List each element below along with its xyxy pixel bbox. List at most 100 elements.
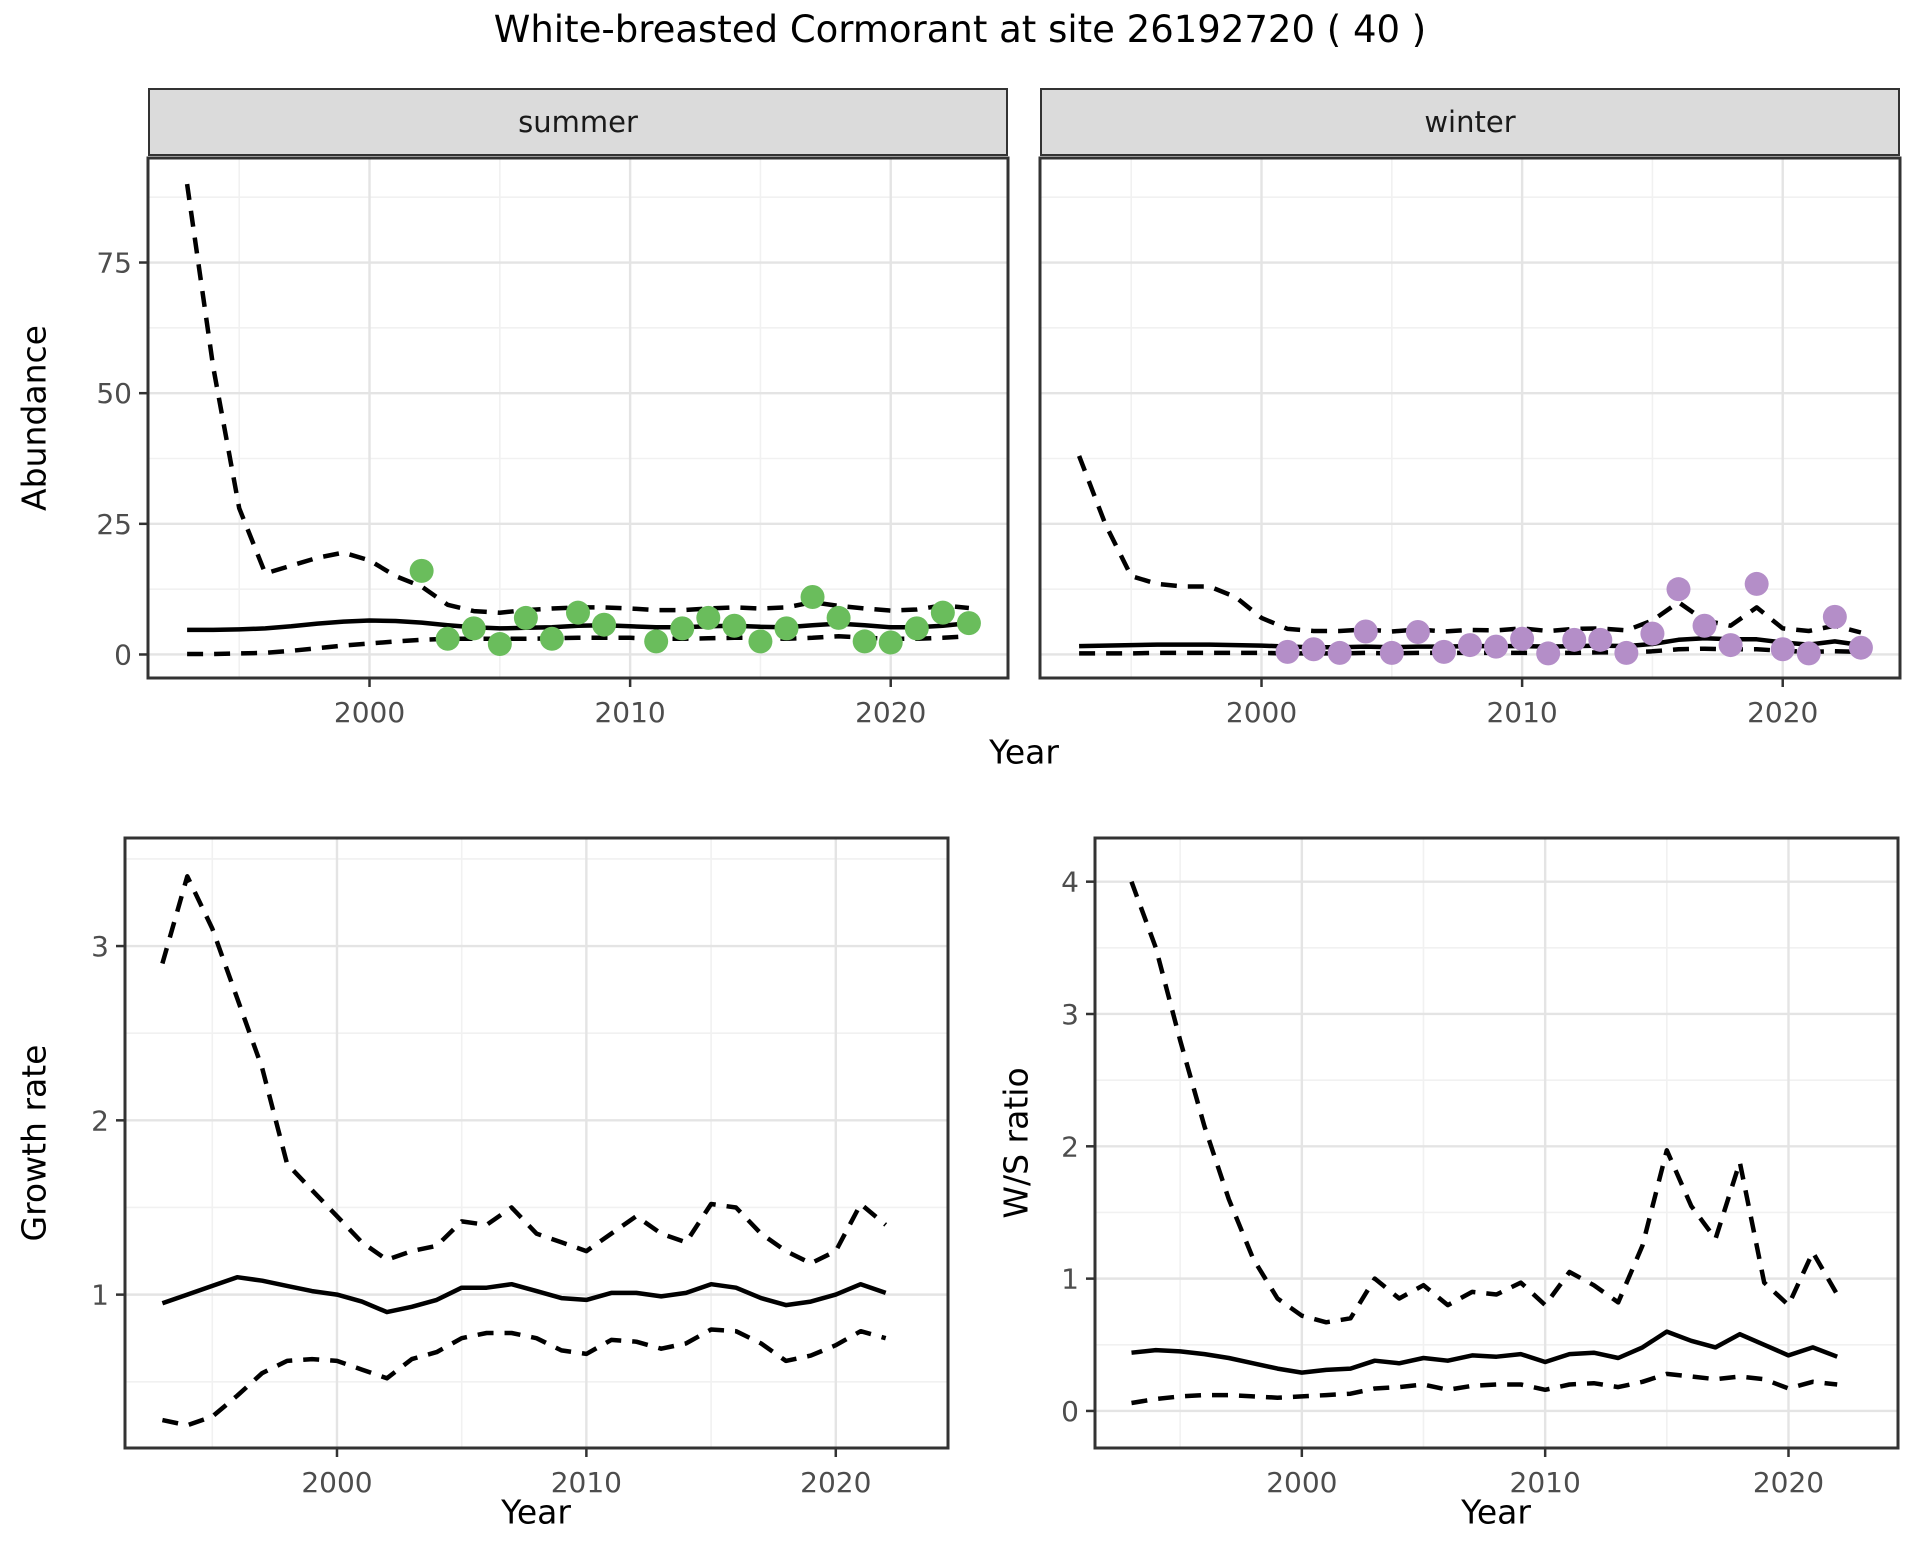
- x-axis-title-year-growth: Year: [501, 1492, 571, 1532]
- data-point-observed-counts-winter: [1744, 571, 1769, 596]
- x-tick-label: 2000: [334, 696, 405, 729]
- x-tick-label: 2010: [594, 696, 665, 729]
- page-title: White-breasted Cormorant at site 2619272…: [493, 8, 1427, 51]
- data-point-observed-counts-summer: [826, 605, 851, 630]
- data-point-observed-counts-winter: [1588, 627, 1613, 652]
- data-point-observed-counts-winter: [1353, 619, 1378, 644]
- data-point-observed-counts-winter: [1301, 637, 1326, 662]
- facet-label-summer: summer: [518, 105, 638, 139]
- y-axis-title-ws-ratio: W/S ratio: [996, 1067, 1036, 1219]
- y-tick-label: 1: [1061, 1263, 1079, 1296]
- panel-ws-ratio: 2000 2010 2020 0 1 2 3 4: [1015, 828, 1912, 1514]
- y-tick-label: 1: [91, 1279, 109, 1312]
- x-tick-label: 2010: [1510, 1466, 1581, 1499]
- data-point-observed-counts-winter: [1770, 637, 1795, 662]
- series-upper_95ci: [1076, 455, 1862, 635]
- series-mean: [161, 1274, 887, 1315]
- panel-border: [1093, 836, 1900, 1450]
- growth-rate-svg: 2000 2010 2020 1 2 3: [91, 836, 950, 1499]
- data-point-observed-counts-winter: [1510, 626, 1535, 651]
- y-tick-label: 3: [91, 930, 109, 963]
- series-upper_95ci: [160, 874, 888, 1266]
- y-tick-label: 0: [1061, 1395, 1079, 1428]
- data-point-observed-counts-summer: [566, 600, 590, 625]
- x-tick-label: 2020: [800, 1466, 871, 1499]
- y-axis-title-growth-rate: Growth rate: [14, 1044, 54, 1242]
- y-tick-label: 3: [1061, 998, 1079, 1031]
- data-point-observed-counts-winter: [1327, 640, 1352, 665]
- data-point-observed-counts-summer: [800, 584, 825, 609]
- data-point-observed-counts-winter: [1562, 627, 1587, 652]
- facet-strip-summer: summer: [148, 88, 1008, 156]
- data-point-observed-counts-summer: [461, 616, 486, 641]
- data-point-observed-counts-summer: [696, 605, 721, 630]
- y-axis-title-abundance: Abundance: [14, 325, 54, 511]
- x-tick-label: 2010: [1486, 696, 1557, 729]
- data-point-observed-counts-summer: [670, 616, 695, 641]
- summer-abundance-svg: 2000 2010 2020 0 25 50 75: [96, 156, 1010, 729]
- data-point-observed-counts-winter: [1431, 639, 1456, 664]
- y-tick-label: 25: [96, 508, 132, 541]
- data-point-observed-counts-winter: [1614, 640, 1639, 665]
- series-lower_95ci: [187, 633, 970, 657]
- data-point-observed-counts-summer: [539, 626, 564, 651]
- data-point-observed-counts-winter: [1640, 621, 1665, 646]
- data-point-observed-counts-summer: [644, 629, 669, 654]
- data-point-observed-counts-winter: [1666, 577, 1691, 602]
- y-tick-label: 75: [96, 247, 132, 280]
- panel-background: [148, 158, 1008, 678]
- data-point-observed-counts-winter: [1848, 635, 1873, 660]
- panel-summer-abundance: 2000 2010 2020 0 25 50 75: [68, 148, 1022, 744]
- data-point-observed-counts-summer: [852, 629, 877, 654]
- data-point-observed-counts-summer: [748, 629, 773, 654]
- data-point-observed-counts-winter: [1484, 634, 1509, 659]
- x-tick-label: 2020: [855, 696, 926, 729]
- data-point-observed-counts-winter: [1796, 641, 1821, 666]
- data-point-observed-counts-summer: [930, 600, 955, 625]
- series-lower_95ci: [161, 1327, 887, 1428]
- data-point-observed-counts-winter: [1822, 604, 1847, 629]
- series-lower_95ci: [1131, 1371, 1838, 1406]
- y-tick-label: 0: [114, 638, 132, 671]
- data-point-observed-counts-winter: [1536, 641, 1561, 666]
- y-tick-label: 4: [1061, 866, 1079, 899]
- data-point-observed-counts-winter: [1275, 639, 1300, 664]
- panel-background: [125, 838, 948, 1448]
- x-tick-label: 2020: [1753, 1466, 1824, 1499]
- x-tick-label: 2010: [551, 1466, 622, 1499]
- panel-border: [1038, 156, 1902, 680]
- data-point-observed-counts-winter: [1379, 640, 1404, 665]
- data-point-observed-counts-summer: [513, 605, 538, 630]
- data-point-observed-counts-summer: [409, 558, 434, 583]
- data-point-observed-counts-summer: [722, 613, 747, 638]
- data-point-observed-counts-winter: [1692, 613, 1717, 638]
- data-point-observed-counts-summer: [878, 630, 903, 655]
- ws-ratio-svg: 2000 2010 2020 0 1 2 3 4: [1061, 836, 1900, 1499]
- x-axis-title-year-ws: Year: [1461, 1492, 1531, 1532]
- panel-growth-rate: 2000 2010 2020 1 2 3: [45, 828, 962, 1514]
- facet-strip-winter: winter: [1040, 88, 1900, 156]
- data-point-observed-counts-summer: [435, 626, 460, 651]
- x-axis-title-year-top: Year: [989, 732, 1059, 772]
- panel-border: [146, 156, 1010, 680]
- data-point-observed-counts-summer: [774, 616, 799, 641]
- x-tick-label: 2000: [301, 1466, 372, 1499]
- series-mean: [1131, 1329, 1839, 1375]
- data-point-observed-counts-summer: [592, 612, 617, 637]
- panel-background: [1040, 158, 1900, 678]
- data-point-observed-counts-summer: [487, 632, 512, 657]
- data-point-observed-counts-winter: [1718, 633, 1743, 658]
- x-tick-label: 2020: [1747, 696, 1818, 729]
- x-tick-label: 2000: [1266, 1466, 1337, 1499]
- series-upper_95ci: [1129, 880, 1840, 1325]
- data-point-observed-counts-winter: [1458, 633, 1482, 658]
- winter-abundance-svg: 2000 2010 2020: [1038, 156, 1902, 729]
- data-point-observed-counts-summer: [956, 611, 981, 636]
- data-point-observed-counts-winter: [1405, 620, 1430, 645]
- panel-winter-abundance: 2000 2010 2020: [960, 148, 1914, 744]
- x-tick-label: 2000: [1226, 696, 1297, 729]
- panel-border: [123, 836, 950, 1450]
- y-tick-label: 50: [96, 377, 132, 410]
- y-tick-label: 2: [91, 1104, 109, 1137]
